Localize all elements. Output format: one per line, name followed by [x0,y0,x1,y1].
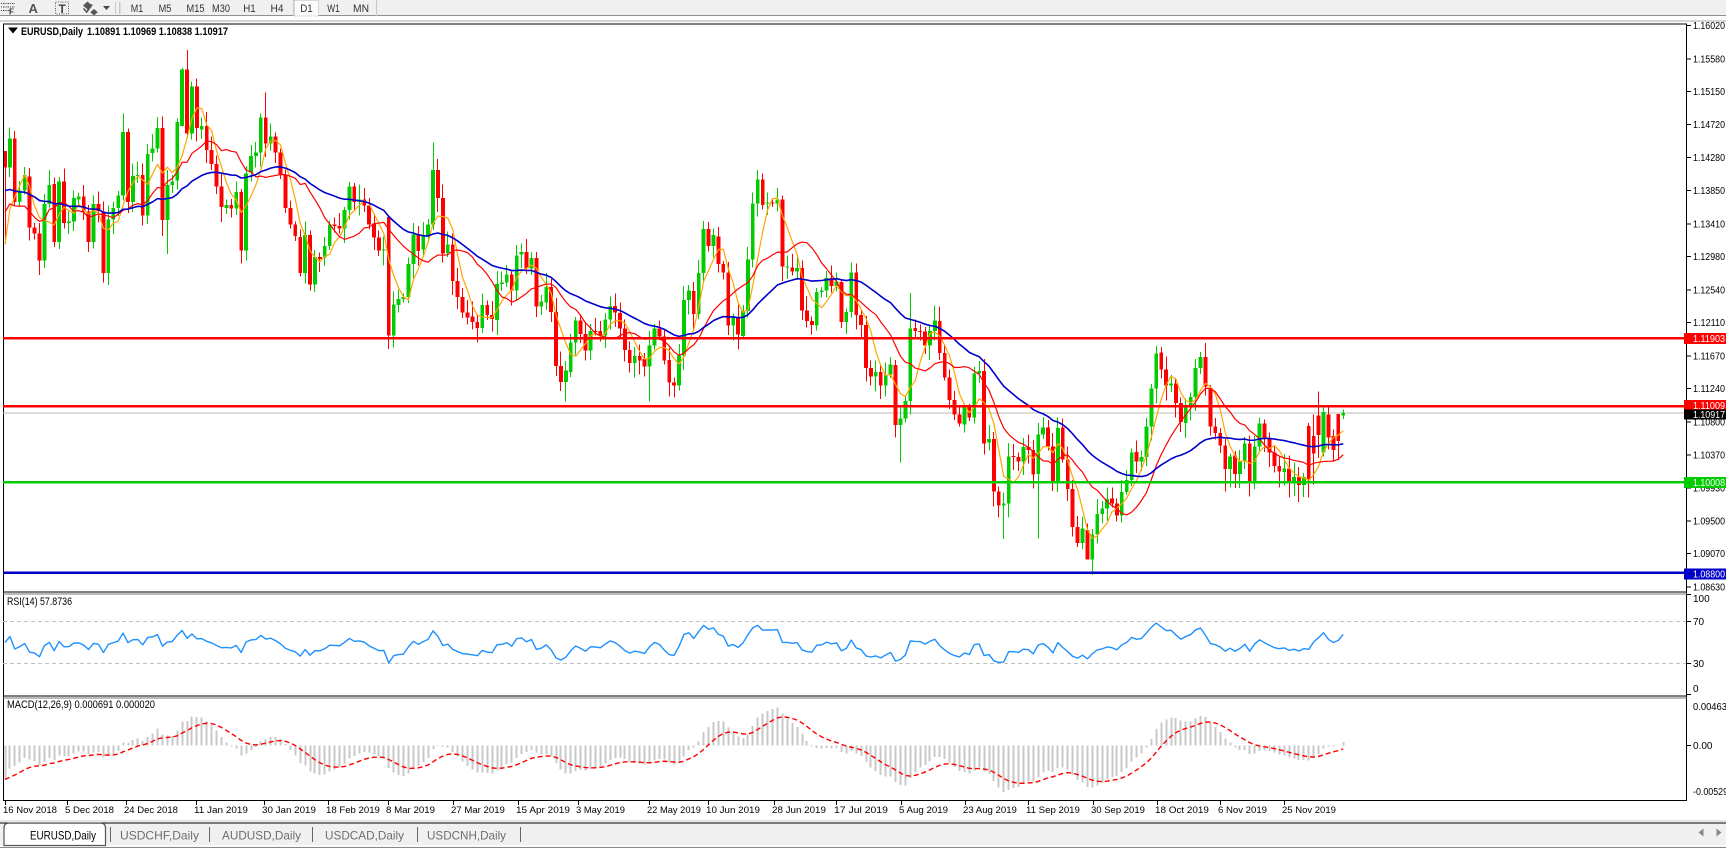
svg-text:USDCHF,Daily: USDCHF,Daily [120,829,199,843]
svg-text:1.10800: 1.10800 [1693,418,1725,429]
svg-text:1.09500: 1.09500 [1693,516,1725,527]
svg-text:W1: W1 [327,3,340,15]
svg-text:USDCNH,Daily: USDCNH,Daily [427,829,506,843]
svg-text:1.12110: 1.12110 [1693,318,1725,329]
svg-text:27 Mar 2019: 27 Mar 2019 [451,805,505,816]
svg-text:H1: H1 [243,3,256,15]
svg-text:11 Jan 2019: 11 Jan 2019 [194,805,248,816]
svg-text:0.00463: 0.00463 [1693,702,1726,713]
svg-text:EURUSD,Daily: EURUSD,Daily [30,829,96,843]
svg-text:5 Aug 2019: 5 Aug 2019 [899,805,948,816]
svg-text:1.15150: 1.15150 [1693,87,1725,98]
svg-text:F: F [9,8,14,17]
svg-text:D1: D1 [300,3,313,15]
svg-text:1.13850: 1.13850 [1693,186,1725,197]
svg-text:30 Jan 2019: 30 Jan 2019 [262,805,316,816]
svg-text:24 Dec 2018: 24 Dec 2018 [124,805,178,816]
svg-text:22 May 2019: 22 May 2019 [647,805,701,816]
svg-text:H4: H4 [271,3,284,15]
svg-text:30 Sep 2019: 30 Sep 2019 [1091,805,1145,816]
svg-text:3 May 2019: 3 May 2019 [576,805,625,816]
svg-text:1.12980: 1.12980 [1693,252,1725,263]
svg-text:AUDUSD,Daily: AUDUSD,Daily [222,829,301,843]
svg-text:M5: M5 [159,3,172,15]
svg-text:0: 0 [1693,684,1699,695]
svg-text:100: 100 [1693,594,1710,605]
svg-text:M15: M15 [187,3,205,15]
svg-text:6 Nov 2019: 6 Nov 2019 [1218,805,1267,816]
svg-text:M1: M1 [131,3,144,15]
svg-text:M30: M30 [212,3,230,15]
svg-text:28 Jun 2019: 28 Jun 2019 [772,805,826,816]
svg-text:1.08800: 1.08800 [1693,570,1725,581]
svg-text:1.10370: 1.10370 [1693,450,1725,461]
svg-text:1.11009: 1.11009 [1693,401,1725,412]
svg-text:23 Aug 2019: 23 Aug 2019 [963,805,1017,816]
svg-text:-0.005299: -0.005299 [1693,787,1726,798]
svg-text:0.00: 0.00 [1693,741,1713,752]
svg-text:1.12540: 1.12540 [1693,285,1725,296]
svg-text:1.11240: 1.11240 [1693,384,1725,395]
svg-text:16 Nov 2018: 16 Nov 2018 [3,805,57,816]
svg-text:1.14280: 1.14280 [1693,153,1725,164]
svg-text:30: 30 [1693,659,1705,670]
svg-text:10 Jun 2019: 10 Jun 2019 [706,805,760,816]
svg-text:1.11903: 1.11903 [1693,334,1725,345]
svg-text:11 Sep 2019: 11 Sep 2019 [1026,805,1080,816]
svg-text:1.16020: 1.16020 [1693,21,1725,32]
svg-text:1.10008: 1.10008 [1693,478,1725,489]
svg-text:MACD(12,26,9) 0.000691 0.00002: MACD(12,26,9) 0.000691 0.000020 [7,699,155,711]
svg-text:1.14720: 1.14720 [1693,120,1725,131]
svg-text:5 Dec 2018: 5 Dec 2018 [65,805,114,816]
svg-text:1.10891 1.10969 1.10838 1.1091: 1.10891 1.10969 1.10838 1.10917 [87,26,228,38]
svg-text:1.15580: 1.15580 [1693,54,1725,65]
svg-text:EURUSD,Daily: EURUSD,Daily [21,26,84,38]
svg-text:18 Feb 2019: 18 Feb 2019 [326,805,380,816]
svg-text:17 Jul 2019: 17 Jul 2019 [834,805,888,816]
svg-text:MN: MN [353,3,369,15]
svg-text:1.13410: 1.13410 [1693,219,1725,230]
svg-text:15 Apr 2019: 15 Apr 2019 [516,805,570,816]
svg-text:18 Oct 2019: 18 Oct 2019 [1155,805,1209,816]
svg-text:T: T [59,2,67,16]
svg-text:8 Mar 2019: 8 Mar 2019 [386,805,435,816]
svg-text:70: 70 [1693,617,1705,628]
svg-text:RSI(14) 57.8736: RSI(14) 57.8736 [7,596,72,608]
svg-text:1.09930: 1.09930 [1693,484,1725,495]
svg-text:1.09070: 1.09070 [1693,549,1725,560]
svg-text:1.10917: 1.10917 [1693,410,1725,421]
svg-text:1.08630: 1.08630 [1693,582,1725,593]
svg-text:25 Nov 2019: 25 Nov 2019 [1282,805,1336,816]
svg-text:USDCAD,Daily: USDCAD,Daily [325,829,404,843]
svg-text:A: A [29,1,39,16]
svg-text:1.11670: 1.11670 [1693,352,1725,363]
